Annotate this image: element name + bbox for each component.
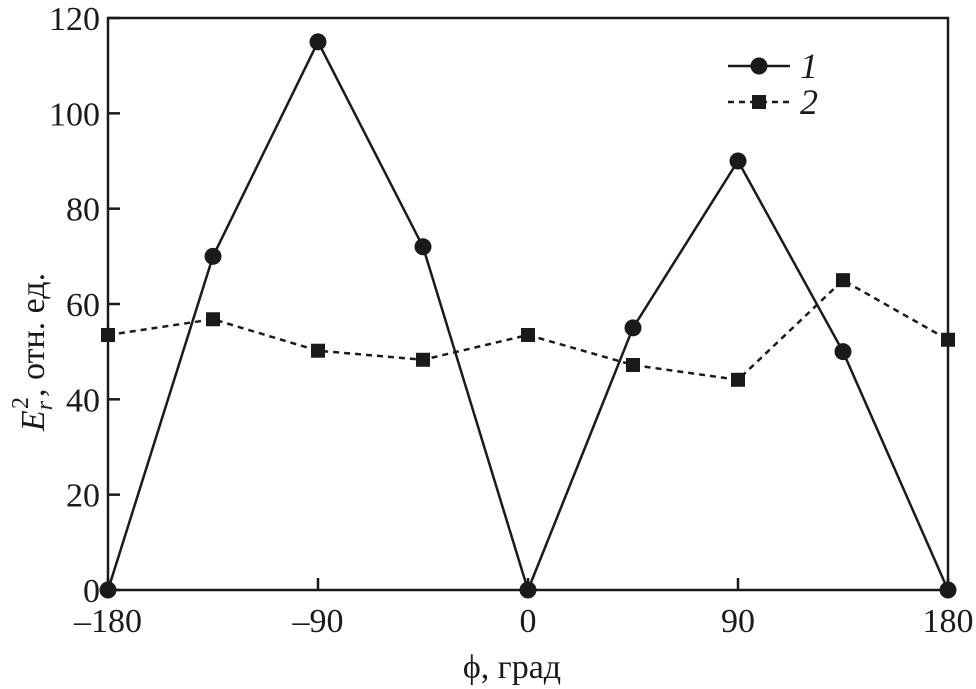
series-2-point [101,327,115,342]
series-layer [99,33,957,599]
y-tick-label: 100 [49,96,100,133]
series-2-point [941,332,955,347]
x-tick-label: –90 [292,603,344,640]
x-tick-label: –180 [73,603,142,640]
legend: 12 [728,46,818,122]
y-tick-label: 120 [49,1,100,38]
series-2-point [206,312,220,327]
series-2-point [836,273,850,288]
series-1-point [729,152,747,170]
series-2-point [731,372,745,387]
series-2-point [416,352,430,367]
y-axis-title-superscript: 2 [8,397,34,409]
y-axis-title-main: E [15,410,52,432]
plot-area-border [106,16,950,592]
x-axis-title: ϕ, град [463,649,561,686]
series-1-point [414,238,432,256]
y-tick-label: 80 [66,192,100,229]
x-tick-label: 0 [520,603,537,640]
y-tick-label: 60 [66,287,100,324]
legend-marker-1 [750,57,768,75]
series-1-point [624,319,642,337]
series-1 [99,33,957,599]
series-2-point [521,327,535,342]
series-1-point [99,581,117,599]
plot-frame [106,16,950,592]
x-axis-ticks: –180 –90 0 90 180 [73,578,974,640]
y-tick-label: 20 [66,478,100,515]
y-tick-label: 0 [83,573,100,610]
y-axis-title-group: Er2, отн. ед. [8,273,58,432]
y-axis-title-rest: , отн. ед. [15,273,52,397]
series-2-point [311,343,325,358]
y-tick-label: 40 [66,382,100,419]
y-axis-ticks: 0 20 40 60 80 100 120 [49,1,120,610]
y-axis-title-subscript: r [32,400,58,410]
legend-label-1: 1 [800,46,818,86]
x-tick-label: 180 [923,603,974,640]
series-1-point [939,581,957,599]
series-2-point [626,358,640,373]
y-axis-title: Er2, отн. ед. [8,273,58,432]
series-2 [101,273,955,387]
legend-marker-2 [752,95,766,109]
series-1-point [834,343,852,361]
series-1-point [519,581,537,599]
x-tick-label: 90 [721,603,755,640]
series-1-line [106,39,950,594]
legend-label-2: 2 [800,82,818,122]
series-1-point [309,33,327,51]
series-1-point [204,247,222,265]
